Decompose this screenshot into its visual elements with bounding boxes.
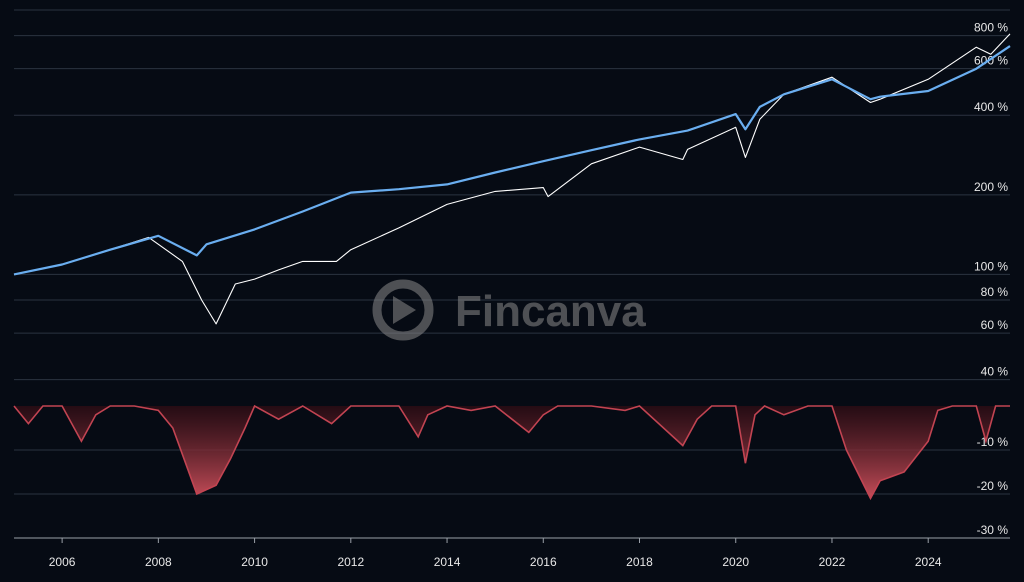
y-tick-label: 800 % [974,21,1008,35]
x-tick-label: 2018 [626,555,653,569]
y-tick-label: 40 % [981,365,1009,379]
watermark-logo [372,279,434,341]
y-tick-label: 80 % [981,285,1009,299]
y-tick-label: 200 % [974,180,1008,194]
y-tick-label: 100 % [974,259,1008,273]
drawdown-line [13,404,1010,501]
series-line [13,45,1011,276]
series-line [13,33,1011,325]
y-tick-label: 60 % [981,318,1009,332]
x-tick-label: 2008 [145,555,172,569]
y-tick-label: -20 % [977,479,1009,493]
x-tick-label: 2006 [49,555,76,569]
x-tick-label: 2020 [722,555,749,569]
watermark-logo-arrow [393,296,416,324]
y-tick-label: -10 % [977,435,1009,449]
y-tick-label: 400 % [974,100,1008,114]
x-tick-label: 2014 [434,555,461,569]
watermark-text: Fincanva [455,287,646,336]
x-tick-label: 2022 [819,555,846,569]
watermark: Fincanva [372,279,646,341]
drawdown-area [14,406,1010,499]
x-tick-label: 2010 [241,555,268,569]
x-tick-label: 2016 [530,555,557,569]
x-tick-label: 2024 [915,555,942,569]
y-tick-label: -30 % [977,523,1009,537]
x-tick-label: 2012 [337,555,364,569]
